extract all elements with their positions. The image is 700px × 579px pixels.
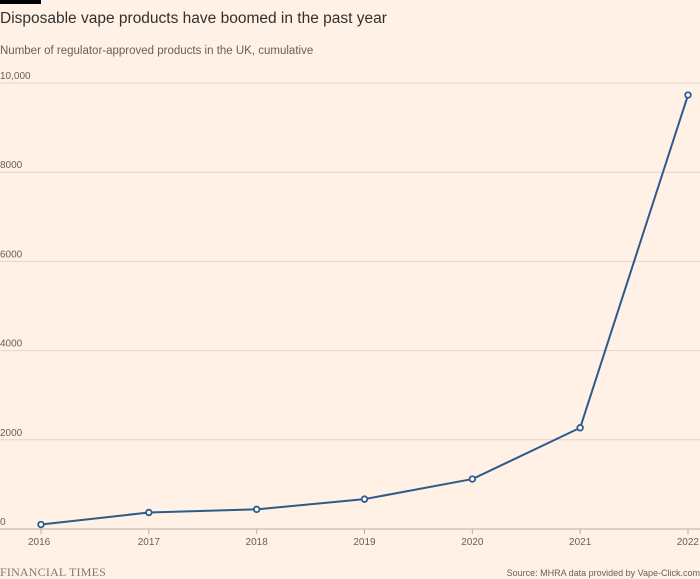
x-tick-label: 2021: [569, 537, 592, 548]
y-tick-label: 2000: [0, 428, 23, 439]
series-line: [40, 94, 689, 526]
x-tick-label: 2020: [461, 537, 484, 548]
x-tick-label: 2019: [353, 537, 376, 548]
axis-layer: 0 2000 4000 6000 8000 10,000 2016 2017 2018 2019 2…: [0, 71, 699, 548]
x-tick-label: 2016: [28, 537, 51, 548]
data-point-marker: [145, 508, 153, 517]
grid-layer: [0, 82, 700, 530]
series-layer: [40, 94, 689, 526]
x-tick-label: 2022: [677, 537, 700, 548]
x-tick-label: 2017: [138, 537, 161, 548]
y-tick-label: 8000: [0, 160, 23, 171]
y-tick-label: 4000: [0, 339, 23, 350]
ft-logo: FINANCIAL TIMES: [0, 565, 107, 579]
data-point-marker: [37, 520, 45, 529]
data-point-marker: [684, 91, 692, 99]
marker-layer: [37, 91, 692, 529]
y-tick-label: 0: [0, 517, 6, 528]
data-point-marker: [468, 475, 477, 483]
chart-title: Disposable vape products have boomed in …: [0, 10, 387, 27]
x-tick-label: 2018: [246, 537, 269, 548]
source-note: Source: MHRA data provided by Vape-Click…: [506, 568, 700, 578]
data-point-marker: [576, 424, 584, 432]
data-point-marker: [360, 495, 369, 503]
chart-subtitle: Number of regulator-approved products in…: [0, 45, 314, 57]
y-tick-label: 10,000: [0, 71, 31, 82]
y-tick-label: 6000: [0, 249, 23, 260]
ft-top-bar: [0, 0, 41, 4]
data-point-marker: [252, 505, 261, 514]
